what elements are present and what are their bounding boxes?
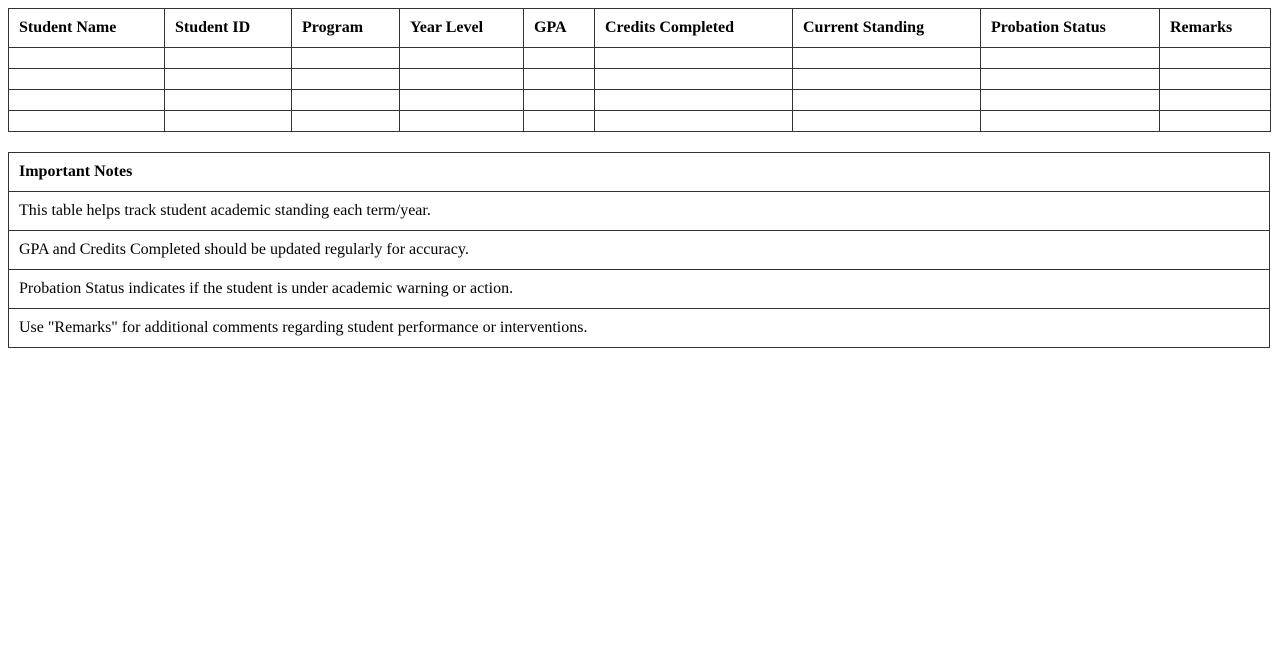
table-cell: [523, 68, 595, 90]
header-row: Student Name Student ID Program Year Lev…: [8, 8, 1271, 48]
table-cell: [1159, 89, 1271, 111]
table-cell: [594, 89, 793, 111]
table-cell: [8, 110, 165, 132]
header-year-level: Year Level: [399, 8, 524, 48]
table-cell: [523, 110, 595, 132]
note-item: Probation Status indicates if the studen…: [8, 269, 1270, 309]
important-notes-table: Important Notes This table helps track s…: [8, 152, 1270, 348]
header-current-standing: Current Standing: [792, 8, 981, 48]
note-item: GPA and Credits Completed should be upda…: [8, 230, 1270, 270]
table-row: [8, 47, 1271, 69]
table-cell: [1159, 68, 1271, 90]
header-probation-status: Probation Status: [980, 8, 1160, 48]
table-cell: [594, 68, 793, 90]
note-item: This table helps track student academic …: [8, 191, 1270, 231]
table-cell: [792, 47, 981, 69]
header-gpa: GPA: [523, 8, 595, 48]
table-cell: [980, 89, 1160, 111]
table-cell: [792, 68, 981, 90]
table-cell: [523, 47, 595, 69]
table-cell: [399, 68, 524, 90]
table-cell: [980, 47, 1160, 69]
header-credits-completed: Credits Completed: [594, 8, 793, 48]
table-cell: [164, 47, 292, 69]
table-cell: [8, 47, 165, 69]
table-cell: [792, 110, 981, 132]
header-remarks: Remarks: [1159, 8, 1271, 48]
table-cell: [980, 110, 1160, 132]
table-cell: [291, 68, 400, 90]
table-cell: [1159, 47, 1271, 69]
note-item: Use "Remarks" for additional comments re…: [8, 308, 1270, 348]
table-cell: [164, 110, 292, 132]
table-cell: [8, 89, 165, 111]
table-cell: [8, 68, 165, 90]
table-row: [8, 68, 1271, 90]
table-cell: [399, 47, 524, 69]
header-program: Program: [291, 8, 400, 48]
table-cell: [1159, 110, 1271, 132]
table-row: [8, 110, 1271, 132]
table-cell: [523, 89, 595, 111]
table-cell: [399, 110, 524, 132]
table-cell: [594, 47, 793, 69]
table-row: [8, 89, 1271, 111]
student-standing-table: Student Name Student ID Program Year Lev…: [8, 8, 1271, 132]
table-cell: [291, 89, 400, 111]
table-cell: [980, 68, 1160, 90]
table-cell: [291, 47, 400, 69]
table-cell: [291, 110, 400, 132]
notes-title: Important Notes: [8, 152, 1270, 192]
table-cell: [399, 89, 524, 111]
table-cell: [594, 110, 793, 132]
table-cell: [792, 89, 981, 111]
table-cell: [164, 89, 292, 111]
table-cell: [164, 68, 292, 90]
header-student-id: Student ID: [164, 8, 292, 48]
header-student-name: Student Name: [8, 8, 165, 48]
